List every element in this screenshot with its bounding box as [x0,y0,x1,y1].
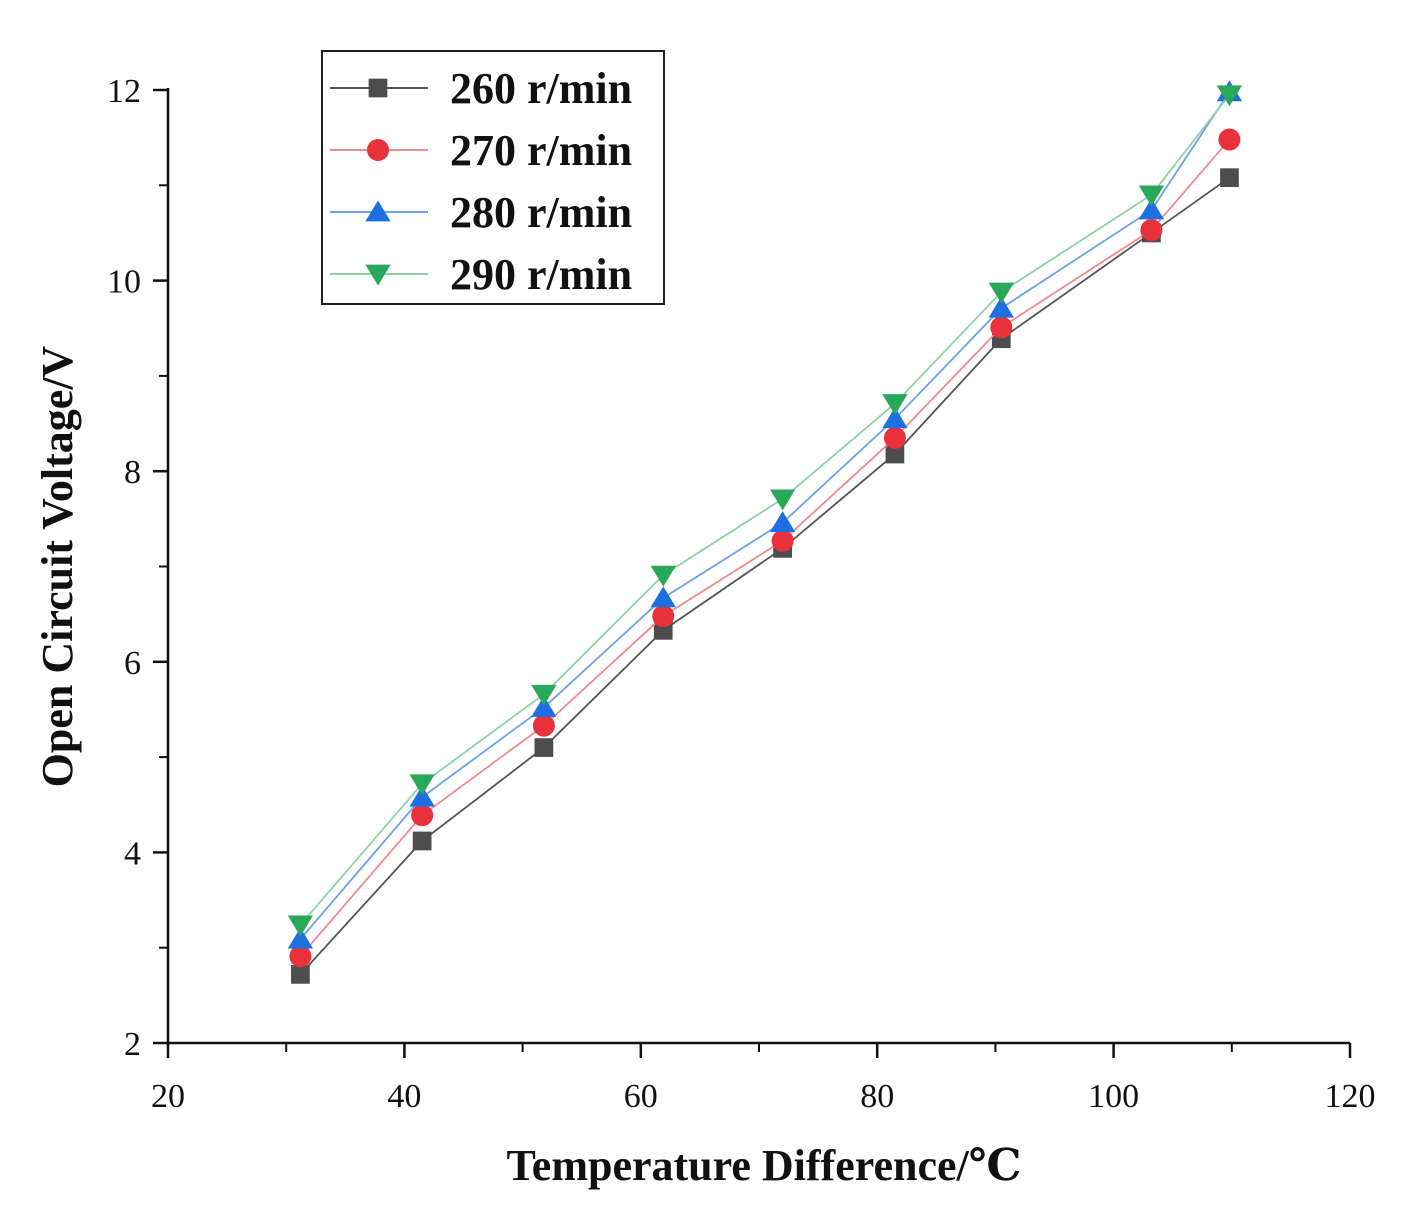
data-point [534,738,554,757]
y-ticks: 2 4 6 8 10 12 [107,73,168,1063]
data-point [1138,185,1165,207]
legend-marker [365,200,391,222]
legend-marker [368,78,388,98]
legend-item: 280 r/min [330,188,632,237]
data-point [409,774,435,796]
y-axis-title: Open Circuit Voltage/V [33,345,82,787]
data-point [650,586,676,608]
data-point [411,804,434,827]
data-point [652,605,675,628]
x-tick-label: 20 [151,1078,185,1115]
series-4 [287,85,1243,937]
x-tick-label: 80 [860,1078,894,1115]
legend-label: 260 r/min [450,64,632,113]
legend-marker [365,264,391,286]
data-point [882,407,908,429]
data-point [882,394,908,416]
y-tick-label: 10 [107,264,141,301]
y-tick-label: 4 [124,835,141,872]
x-tick-label: 100 [1088,1078,1139,1115]
data-point [409,785,435,807]
data-point [885,444,905,464]
data-point [1138,198,1165,220]
legend-label: 290 r/min [450,250,632,299]
data-point [531,684,557,706]
y-tick-label: 2 [124,1026,141,1063]
data-point [771,529,794,552]
legend-item: 270 r/min [330,126,632,175]
data-point [883,426,906,449]
data-point [531,695,557,717]
data-point [988,282,1014,304]
legend-item: 290 r/min [330,250,632,299]
x-tick-label: 60 [624,1078,658,1115]
legend-marker [367,139,389,161]
data-point [287,915,314,937]
legend-label: 280 r/min [450,188,632,237]
data-point [532,714,555,737]
axes: 20 40 60 80 100 120 2 4 6 8 10 12 [107,73,1376,1115]
data-point [287,927,314,949]
data-point [1218,128,1241,151]
data-point [650,565,676,587]
data-point [988,296,1014,318]
plot-marks [287,80,1243,984]
x-tick-label: 40 [387,1078,421,1115]
y-tick-label: 6 [124,645,141,682]
x-ticks: 20 40 60 80 100 120 [151,1043,1376,1115]
x-tick-label: 120 [1325,1078,1376,1115]
legend-label: 270 r/min [450,126,632,175]
legend: 260 r/min 270 r/min 280 r/min 290 r/min [321,50,665,305]
legend-item: 260 r/min [330,64,632,113]
data-point [291,965,310,984]
y-tick-label: 8 [124,454,141,491]
data-point [769,489,796,511]
data-point [289,945,312,968]
series-2 [289,128,1241,968]
data-point [1220,168,1239,188]
data-point [769,511,796,533]
data-point [1140,219,1163,242]
x-axis-title: Temperature Difference/℃ [507,1141,1022,1190]
data-point [990,316,1013,339]
data-point [1216,85,1243,107]
data-point [412,831,432,851]
y-tick-label: 12 [107,73,141,110]
